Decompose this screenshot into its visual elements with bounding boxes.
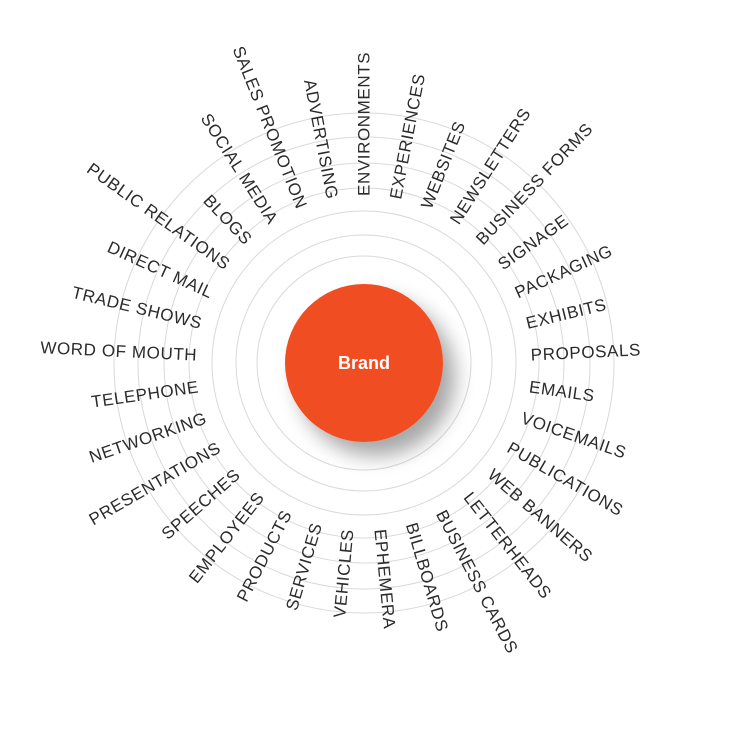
touchpoint-label: WORD OF MOUTH — [40, 338, 198, 364]
touchpoint-label: EMAILS — [528, 377, 596, 405]
touchpoint-label: PUBLIC RELATIONS — [83, 159, 233, 274]
brand-circle: Brand — [285, 284, 443, 442]
ring-5 — [163, 162, 565, 564]
touchpoint-label: ENVIRONMENTS — [355, 52, 374, 196]
ring-7 — [113, 112, 615, 614]
ring-1 — [256, 255, 472, 471]
touchpoint-label: EXPERIENCES — [386, 72, 429, 201]
ring-3 — [211, 210, 517, 516]
brand-circle-fill — [285, 284, 443, 442]
touchpoint-label: PROPOSALS — [530, 340, 641, 364]
ring-4 — [188, 187, 540, 539]
touchpoint-label: TELEPHONE — [90, 377, 200, 411]
touchpoint-label: VEHICLES — [330, 528, 357, 618]
ring-6 — [137, 136, 591, 590]
concentric-rings — [113, 112, 615, 614]
brand-label: Brand — [338, 353, 390, 373]
touchpoint-label: EPHEMERA — [370, 528, 398, 630]
touchpoint-label: EXHIBITS — [524, 295, 608, 333]
touchpoint-label: SERVICES — [282, 521, 326, 613]
ring-2 — [235, 234, 493, 492]
touchpoint-label: ADVERTISING — [300, 78, 342, 201]
